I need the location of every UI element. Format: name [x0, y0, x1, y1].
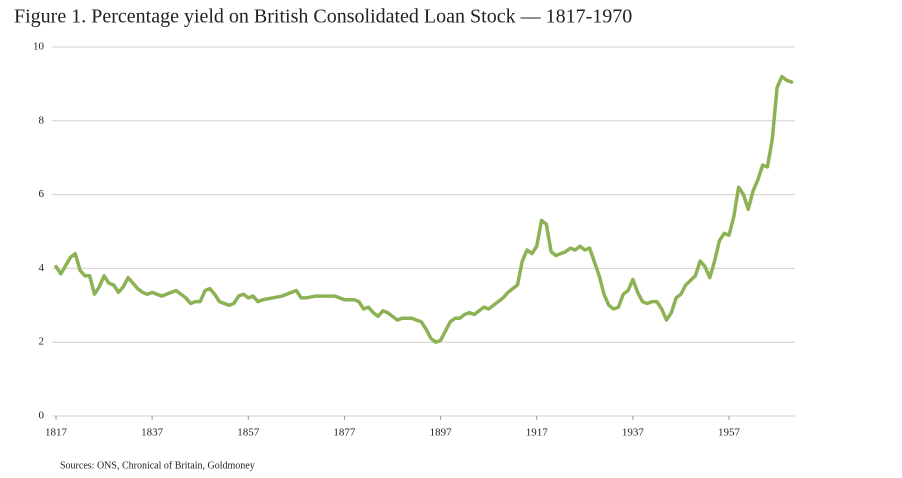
- chart-title: Figure 1. Percentage yield on British Co…: [14, 6, 632, 28]
- x-tick-label: 1877: [333, 427, 356, 439]
- x-tick-label: 1937: [622, 427, 645, 439]
- y-tick-label: 4: [39, 262, 45, 274]
- y-tick-label: 0: [39, 410, 45, 422]
- y-tick-label: 6: [39, 188, 45, 200]
- source-note: Sources: ONS, Chronical of Britain, Gold…: [60, 460, 255, 471]
- x-tick-label: 1957: [718, 427, 741, 439]
- x-tick-label: 1817: [45, 427, 68, 439]
- y-tick-label: 2: [39, 336, 45, 348]
- data-line: [54, 74, 794, 344]
- x-tick-label: 1897: [430, 427, 453, 439]
- x-tick-label: 1857: [237, 427, 260, 439]
- x-tick-label: 1917: [526, 427, 549, 439]
- x-tick-label: 1837: [141, 427, 164, 439]
- y-tick-label: 8: [39, 114, 45, 126]
- y-tick-label: 10: [33, 41, 45, 53]
